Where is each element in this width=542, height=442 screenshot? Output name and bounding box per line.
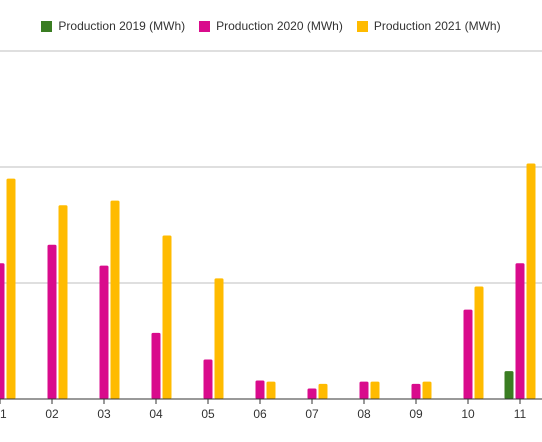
bar[interactable] bbox=[411, 383, 421, 399]
x-tick-label: 08 bbox=[357, 407, 371, 421]
bar[interactable] bbox=[504, 371, 514, 399]
bar[interactable] bbox=[0, 263, 5, 399]
bar[interactable] bbox=[266, 381, 276, 399]
x-tick-label: 04 bbox=[149, 407, 163, 421]
bar[interactable] bbox=[515, 263, 525, 399]
x-tick-label: 10 bbox=[461, 407, 475, 421]
bar[interactable] bbox=[214, 278, 224, 399]
x-tick-label: 07 bbox=[305, 407, 319, 421]
legend-label: Production 2020 (MWh) bbox=[216, 19, 343, 33]
x-tick-label: 02 bbox=[45, 407, 59, 421]
bar[interactable] bbox=[318, 383, 328, 399]
bar[interactable] bbox=[255, 380, 265, 399]
legend-swatch bbox=[199, 20, 211, 32]
bar[interactable] bbox=[151, 332, 161, 399]
legend-label: Production 2019 (MWh) bbox=[58, 19, 186, 33]
bar[interactable] bbox=[370, 381, 380, 399]
legend-label: Production 2021 (MWh) bbox=[373, 19, 501, 33]
x-axis: 01 02 03 04 05 06 07 08 09 10 11 bbox=[0, 398, 542, 421]
x-tick-label: 06 bbox=[253, 407, 267, 421]
legend-item[interactable]: Production 2021 (MWh) bbox=[356, 19, 501, 33]
bar[interactable] bbox=[203, 359, 213, 399]
legend-swatch bbox=[356, 20, 368, 32]
legend-swatch bbox=[41, 20, 53, 32]
grid-lines bbox=[0, 50, 542, 284]
x-tick-label: 01 bbox=[0, 407, 7, 421]
bar[interactable] bbox=[422, 381, 432, 399]
bar[interactable] bbox=[359, 381, 369, 399]
legend-item[interactable]: Production 2019 (MWh) bbox=[41, 19, 185, 33]
chart-legend: Production 2019 (MWh) Production 2020 (MW… bbox=[0, 14, 542, 38]
x-tick-label: 05 bbox=[201, 407, 215, 421]
bar[interactable] bbox=[58, 205, 68, 399]
bar[interactable] bbox=[162, 235, 172, 399]
x-tick-label: 09 bbox=[409, 407, 423, 421]
bar[interactable] bbox=[6, 178, 16, 399]
x-tick-label: 03 bbox=[97, 407, 111, 421]
bar[interactable] bbox=[526, 163, 536, 399]
bar[interactable] bbox=[463, 309, 473, 399]
x-tick-label: 11 bbox=[514, 407, 527, 421]
bar[interactable] bbox=[110, 200, 120, 399]
bar[interactable] bbox=[47, 244, 57, 399]
bars-layer bbox=[0, 163, 536, 399]
bar[interactable] bbox=[99, 265, 109, 399]
bar[interactable] bbox=[307, 388, 317, 399]
legend-item[interactable]: Production 2020 (MWh) bbox=[199, 19, 343, 33]
bar[interactable] bbox=[474, 286, 484, 399]
